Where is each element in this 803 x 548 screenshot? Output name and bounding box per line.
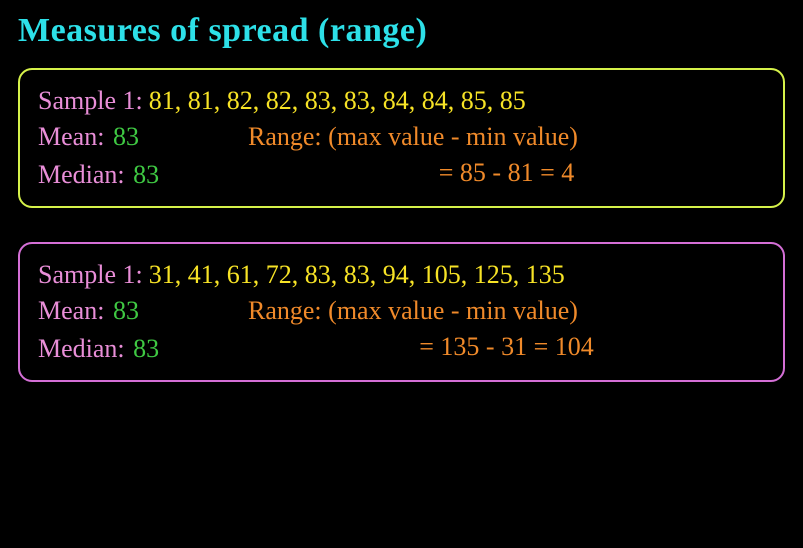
sample2-range-calc: = 135 - 31 = 104 <box>248 332 765 362</box>
page-title: Measures of spread (range) <box>18 12 785 50</box>
sample2-label: Sample 1: <box>38 260 145 290</box>
sample1-data-row: Sample 1: 81, 81, 82, 82, 83, 83, 84, 84… <box>38 86 765 116</box>
sample-panel-1: Sample 1: 81, 81, 82, 82, 83, 83, 84, 84… <box>18 68 785 208</box>
sample1-label-text: Sample 1 <box>38 86 136 115</box>
mean-value-2: 83 <box>113 296 139 325</box>
median-value: 83 <box>133 160 159 189</box>
mean-value: 83 <box>113 122 139 151</box>
mean-label-2: Mean <box>38 296 97 325</box>
sample1-median: Median: 83 <box>38 160 248 190</box>
median-label-2: Median <box>38 334 117 363</box>
sample1-range-formula: Range: (max value - min value) <box>248 122 765 152</box>
sample1-mean: Mean: 83 <box>38 122 248 152</box>
sample1-label: Sample 1: <box>38 86 145 116</box>
median-label: Median <box>38 160 117 189</box>
range-label: Range: <box>248 122 322 151</box>
mean-label: Mean <box>38 122 97 151</box>
range-label-2: Range: <box>248 296 322 325</box>
sample2-median: Median: 83 <box>38 334 248 364</box>
sample-panel-2: Sample 1: 31, 41, 61, 72, 83, 83, 94, 10… <box>18 242 785 382</box>
median-value-2: 83 <box>133 334 159 363</box>
sample2-label-text: Sample 1 <box>38 260 136 289</box>
sample2-mean: Mean: 83 <box>38 296 248 326</box>
sample1-data: 81, 81, 82, 82, 83, 83, 84, 84, 85, 85 <box>149 86 526 116</box>
sample2-data-row: Sample 1: 31, 41, 61, 72, 83, 83, 94, 10… <box>38 260 765 290</box>
sample1-range-calc: = 85 - 81 = 4 <box>248 158 765 188</box>
sample2-data: 31, 41, 61, 72, 83, 83, 94, 105, 125, 13… <box>149 260 565 290</box>
sample2-range-formula: Range: (max value - min value) <box>248 296 765 326</box>
range-formula: (max value - min value) <box>328 122 578 151</box>
range-formula-2: (max value - min value) <box>328 296 578 325</box>
